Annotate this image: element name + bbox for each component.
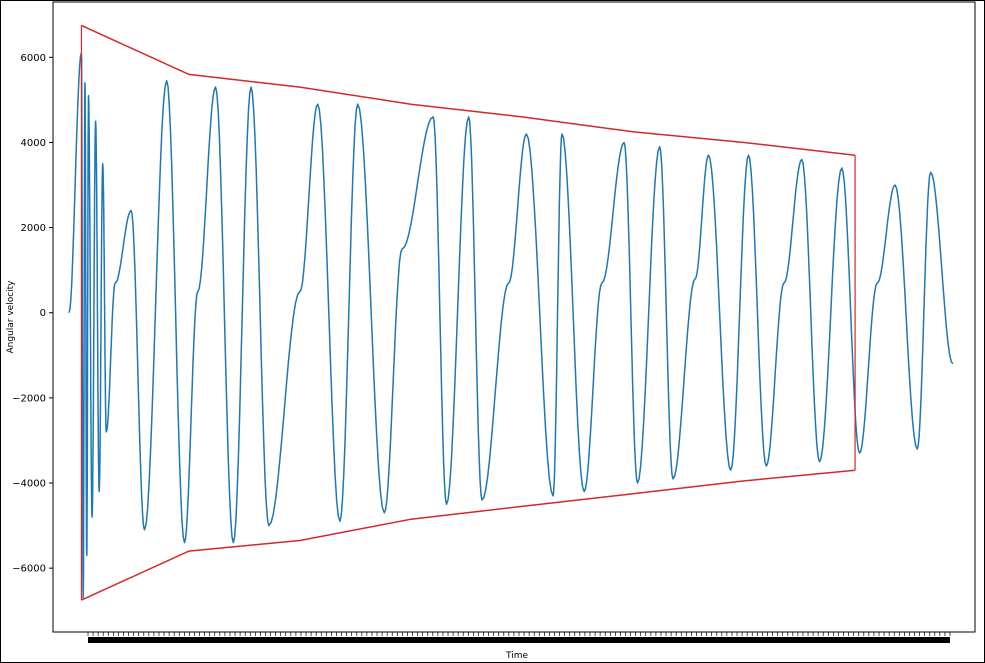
lower-envelope-line xyxy=(81,469,856,601)
y-tick-label: −6000 xyxy=(12,564,46,575)
y-tick-label: 4000 xyxy=(21,138,46,149)
x-axis-label: Time xyxy=(505,651,528,661)
signal-line xyxy=(68,52,954,599)
x-tick-labels-block xyxy=(88,637,950,643)
y-axis-label: Angular velocity xyxy=(6,280,16,354)
x-tick-labels-band xyxy=(87,632,951,643)
y-tick-label: 0 xyxy=(40,308,46,319)
plot-layer: −6000 −4000 −2000 0 2000 4000 6000 xyxy=(12,1,976,643)
y-tick-label: −4000 xyxy=(12,479,46,490)
upper-envelope-line xyxy=(81,24,856,156)
y-tick-label: 6000 xyxy=(21,53,46,64)
y-tick-label: 2000 xyxy=(21,223,46,234)
y-tick-label: −2000 xyxy=(12,393,46,404)
